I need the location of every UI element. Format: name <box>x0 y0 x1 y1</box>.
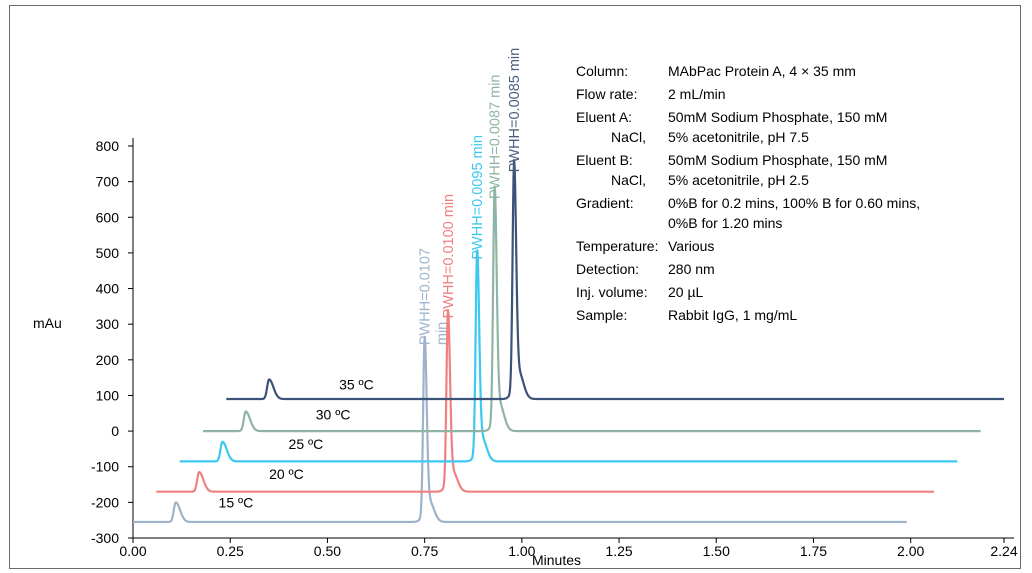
pwhh-label: PWHH=0.0107 <box>418 248 434 345</box>
trace-line <box>155 308 935 493</box>
x-tick-label: 0.75 <box>411 543 438 559</box>
x-tick-label: 1.00 <box>508 543 535 559</box>
x-tick-label: 0.00 <box>119 543 146 559</box>
pwhh-label: PWHH=0.0087 min <box>488 75 504 200</box>
info-value: 280 nm <box>668 261 715 277</box>
y-tick-label: 300 <box>96 316 120 332</box>
info-label: Flow rate: <box>576 86 637 102</box>
y-axis-title: mAu <box>33 315 62 331</box>
series-label: 25 ºC <box>289 436 324 452</box>
info-label: Column: <box>576 63 628 79</box>
info-value: Various <box>668 238 714 254</box>
y-tick-label: 0 <box>111 423 119 439</box>
info-label-continued: NaCl, <box>611 172 646 188</box>
info-value: 5% acetonitrile, pH 7.5 <box>668 129 809 145</box>
info-value: 50mM Sodium Phosphate, 150 mM <box>668 109 887 125</box>
info-value: 20 µL <box>668 284 704 300</box>
series-label: 30 ºC <box>316 406 351 422</box>
trace-line <box>202 185 982 433</box>
pwhh-label: PWHH=0.0095 min <box>470 135 486 260</box>
info-value: 0%B for 1.20 mins <box>668 215 782 231</box>
info-label: Detection: <box>576 261 639 277</box>
y-tick-label: 100 <box>96 387 120 403</box>
info-label: Gradient: <box>576 195 634 211</box>
x-tick-label: 1.25 <box>605 543 632 559</box>
y-tick-label: 700 <box>96 174 120 190</box>
trace-line <box>225 158 1005 401</box>
x-axis-title: Minutes <box>532 552 581 568</box>
info-value: 0%B for 0.2 mins, 100% B for 0.60 mins, <box>668 195 920 211</box>
chart-frame <box>9 5 1021 569</box>
trace-line <box>132 335 908 524</box>
info-label-continued: NaCl, <box>611 129 646 145</box>
y-tick-label: -300 <box>91 530 119 546</box>
y-tick-label: 800 <box>96 138 120 154</box>
series-label: 35 ºC <box>339 376 374 392</box>
info-value: 50mM Sodium Phosphate, 150 mM <box>668 152 887 168</box>
y-tick-label: 400 <box>96 281 120 297</box>
info-value: Rabbit IgG, 1 mg/mL <box>668 307 797 323</box>
info-label: Inj. volume: <box>576 284 648 300</box>
info-value: 5% acetonitrile, pH 2.5 <box>668 172 809 188</box>
info-value: MAbPac Protein A, 4 × 35 mm <box>668 63 856 79</box>
info-label: Sample: <box>576 307 627 323</box>
x-tick-label: 0.25 <box>217 543 244 559</box>
info-label: Temperature: <box>576 238 658 254</box>
y-tick-label: 200 <box>96 352 120 368</box>
x-tick-label: 0.50 <box>314 543 341 559</box>
y-tick-label: -200 <box>91 494 119 510</box>
y-tick-label: 500 <box>96 245 120 261</box>
x-tick-label: 2.24 <box>990 543 1017 559</box>
info-label: Eluent A: <box>576 109 632 125</box>
series-label: 20 ºC <box>269 466 304 482</box>
x-tick-label: 1.50 <box>703 543 730 559</box>
series-label: 15 ºC <box>219 495 254 511</box>
info-label: Eluent B: <box>576 152 633 168</box>
info-value: 2 mL/min <box>668 86 726 102</box>
x-tick-label: 2.00 <box>897 543 924 559</box>
pwhh-label: PWHH=0.0085 min <box>507 48 523 173</box>
x-tick-label: 1.75 <box>800 543 827 559</box>
y-tick-label: -100 <box>91 459 119 475</box>
y-tick-label: 600 <box>96 209 120 225</box>
pwhh-label: PWHH=0.0100 min <box>441 194 457 319</box>
trace-line <box>179 249 958 463</box>
